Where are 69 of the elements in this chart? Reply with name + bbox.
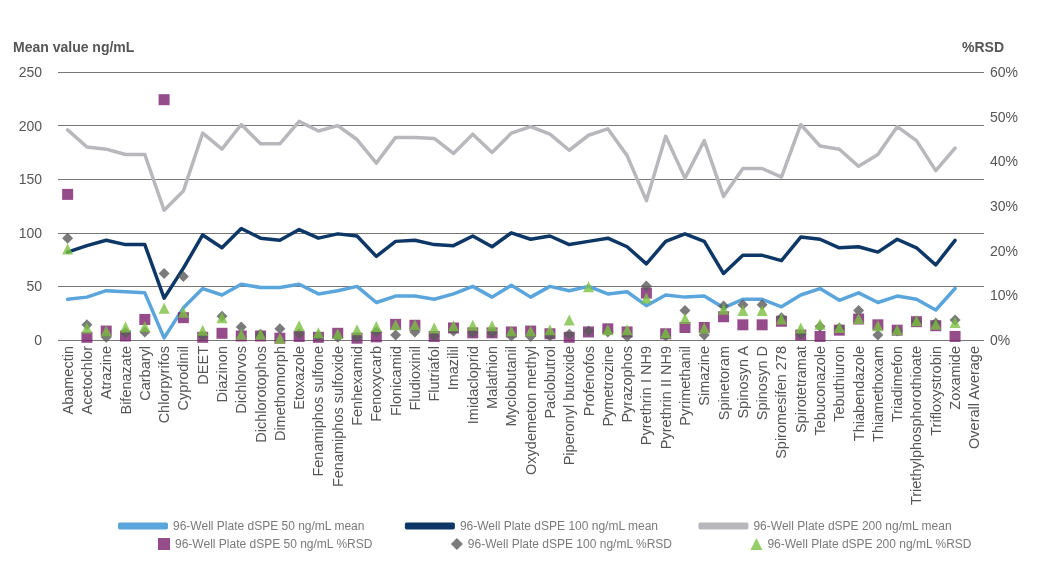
- x-tick-label: Pyrethrin I NH9: [638, 346, 655, 446]
- x-tick-label: Dimethomorph: [271, 346, 288, 442]
- x-tick-label: Malathion: [484, 346, 501, 409]
- x-tick-label: Zoxamide: [947, 346, 964, 410]
- x-tick-label: Cyprodinil: [175, 346, 192, 411]
- legend-label: 96-Well Plate dSPE 50 ng/mL mean: [173, 519, 365, 533]
- x-tick-label: Acetochlor: [78, 345, 95, 415]
- x-tick-label: Abamectin: [59, 346, 76, 415]
- y-tick-label: 50: [26, 278, 43, 295]
- x-tick-label: Pyrethrin II NH9: [657, 346, 674, 450]
- x-tick-label: Simazine: [696, 346, 713, 406]
- y-tick-label: 100: [18, 224, 43, 241]
- x-tick-label: Myclobutanil: [503, 346, 520, 427]
- x-tick-label: Fludioxinil: [406, 346, 423, 411]
- y2-tick-label: 0%: [990, 332, 1011, 348]
- x-tick-label: Spinetoram: [715, 346, 732, 421]
- x-tick-label: Trifloxystrobin: [927, 346, 944, 436]
- x-tick-label: Spiromesifen 278: [773, 346, 790, 459]
- legend-label: 96-Well Plate dSPE 100 ng/mL %RSD: [467, 537, 673, 551]
- y2-tick-label: 30%: [990, 198, 1019, 214]
- x-tick-label: Thiamethoxam: [869, 346, 886, 442]
- x-tick-label: Dichlorotophos: [252, 346, 269, 443]
- x-tick-label: Pyrazophos: [619, 346, 636, 423]
- x-tick-label: Spirotetramat: [792, 346, 809, 434]
- legend-label: 96-Well Plate dSPE 200 ng/mL %RSD: [767, 537, 972, 551]
- x-tick-label: Paclobutrol: [541, 346, 558, 419]
- x-tick-label: Overall Average: [966, 346, 983, 449]
- x-tick-label: Spinosyn A: [734, 345, 751, 419]
- y2-tick-label: 60%: [990, 64, 1019, 80]
- x-tick-label: Spinosyn D: [754, 346, 771, 421]
- legend-label: 96-Well Plate dSPE 200 ng/mL mean: [753, 519, 952, 533]
- x-tick-label: Imazilil: [445, 346, 462, 391]
- y2-tick-label: 20%: [990, 242, 1019, 259]
- x-tick-label: Imidacloprid: [464, 346, 481, 425]
- x-tick-label: Chlorpyrifos: [156, 346, 173, 424]
- x-tick-label: Flonicamid: [387, 346, 404, 417]
- x-tick-label: Tebuconazole: [812, 346, 829, 436]
- y-axis-title: Mean value ng/mL: [13, 39, 135, 55]
- x-tick-label: Fenamiphos sulfone: [310, 346, 327, 477]
- x-tick-label: DEET: [194, 345, 211, 385]
- x-tick-label: Carbaryl: [136, 346, 153, 401]
- x-tick-label: Diazinon: [213, 346, 230, 403]
- legend-label: 96-Well Plate dSPE 100 ng/mL mean: [459, 519, 659, 533]
- x-tick-label: Tebuthiuron: [831, 346, 848, 422]
- x-tick-label: Flutriafol: [426, 346, 443, 402]
- x-tick-label: Profenofos: [580, 346, 597, 417]
- x-tick-label: Pyrimethanil: [676, 346, 693, 426]
- x-tick-label: Triethylphosphorothioate: [908, 346, 925, 506]
- y2-axis-title: %RSD: [961, 39, 1004, 55]
- x-tick-label: Dichlorvos: [233, 346, 250, 414]
- x-tick-label: Etoxazole: [291, 346, 308, 410]
- y2-tick-label: 10%: [990, 287, 1019, 304]
- x-tick-label: Fenhexamid: [349, 346, 366, 426]
- x-tick-label: Pymetrozine: [599, 346, 616, 427]
- x-tick-label: Fenamiphos sulfoxide: [329, 346, 346, 488]
- y2-tick-label: 50%: [990, 108, 1019, 125]
- y-tick-label: 150: [18, 171, 43, 188]
- x-tick-label: Triadimefon: [889, 346, 906, 423]
- y-tick-label: 0: [34, 332, 43, 348]
- x-tick-label: Oxydemeton methyl: [522, 346, 539, 475]
- y-tick-label: 250: [18, 64, 43, 80]
- x-tick-label: Fenoxycarb: [368, 346, 385, 422]
- x-tick-label: Bifenazate: [117, 346, 134, 415]
- y2-tick-label: 40%: [990, 153, 1019, 170]
- y-tick-label: 200: [18, 117, 43, 134]
- x-tick-label: Piperonyl butoxide: [561, 346, 578, 466]
- x-tick-label: Thiabendazole: [850, 346, 867, 442]
- x-tick-label: Atrazine: [98, 346, 115, 400]
- legend-label: 96-Well Plate dSPE 50 ng/mL %RSD: [175, 537, 373, 551]
